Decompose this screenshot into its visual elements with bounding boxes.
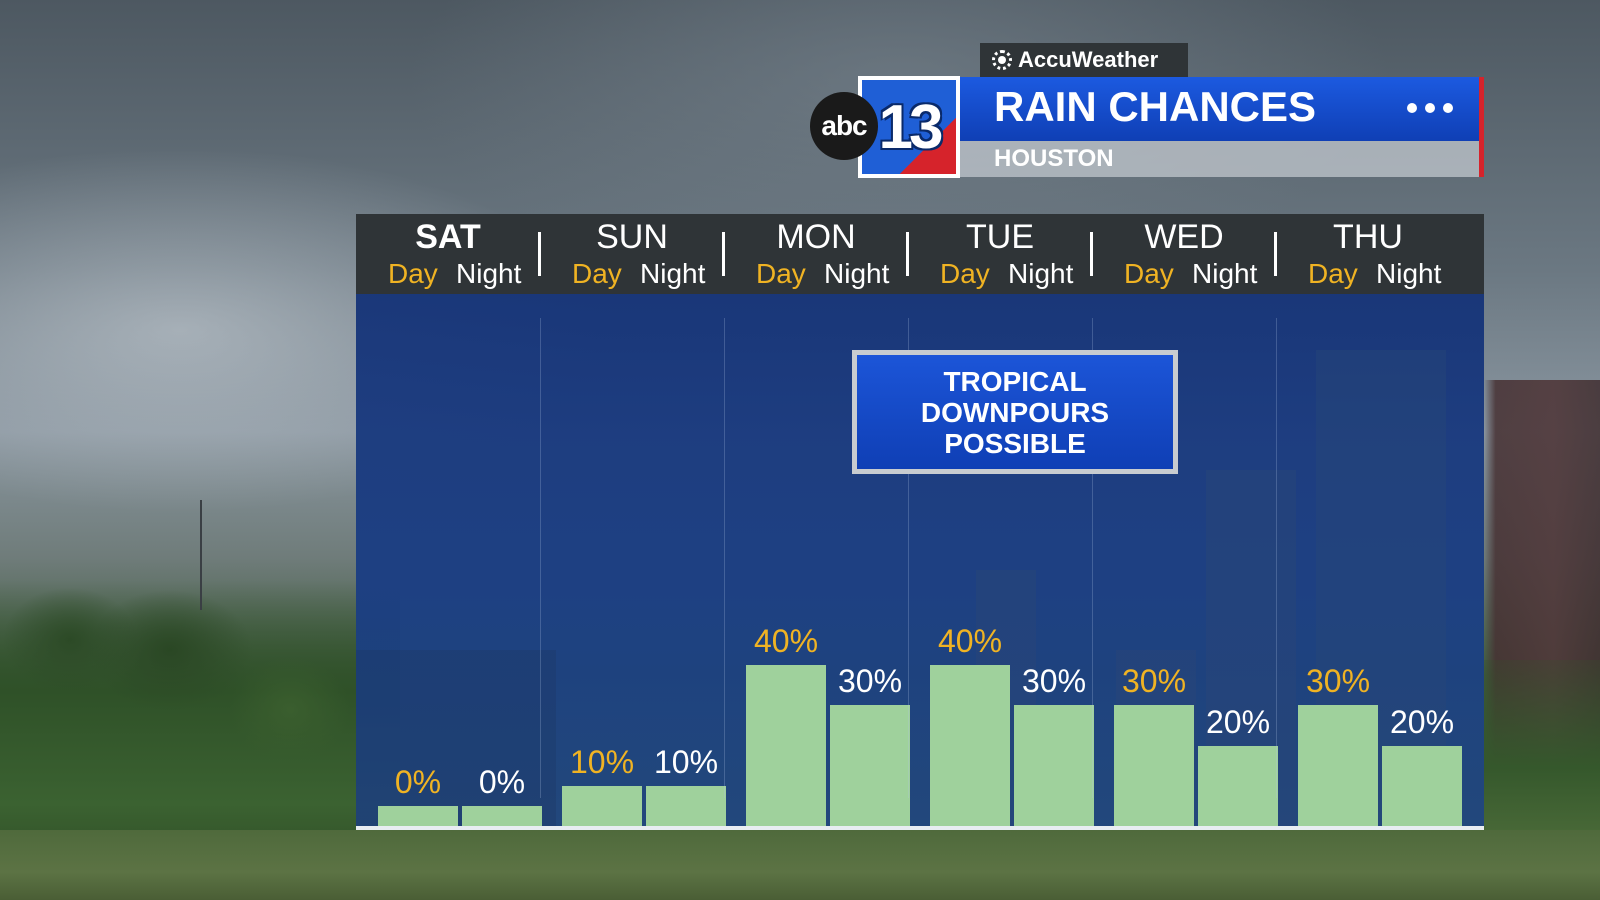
background-radio-tower <box>200 500 202 610</box>
period-label-night: Night <box>456 258 522 289</box>
abc-logo-circle: abc <box>810 92 878 160</box>
data-label-sun-day: 10% <box>569 743 635 780</box>
background-ground <box>0 830 1600 900</box>
day-name: SAT <box>415 218 481 256</box>
bar-sun-day <box>562 785 642 826</box>
period-label-day: Day <box>940 258 990 289</box>
grid-line <box>1092 318 1093 798</box>
bar-thu-night <box>1382 745 1462 826</box>
bar-tue-night <box>1014 705 1094 826</box>
period-label-day: Day <box>1124 258 1174 289</box>
data-label-tue-day: 40% <box>937 623 1003 660</box>
subtitle-bar: HOUSTON <box>960 141 1484 177</box>
bar-sun-night <box>646 785 726 826</box>
data-label-sat-night: 0% <box>478 764 526 800</box>
data-label-thu-night: 20% <box>1389 703 1455 740</box>
day-name: THU <box>1333 218 1403 256</box>
data-label-thu-day: 30% <box>1305 663 1371 700</box>
day-name: MON <box>776 218 856 256</box>
data-label-mon-night: 30% <box>837 663 903 700</box>
period-label-day: Day <box>756 258 806 289</box>
data-label-wed-night: 20% <box>1205 703 1271 740</box>
header-separator <box>906 232 909 276</box>
grid-line <box>540 318 541 798</box>
period-label-night: Night <box>1008 258 1074 289</box>
grid-line <box>908 318 909 798</box>
day-name: TUE <box>966 218 1034 256</box>
grid-line <box>724 318 725 798</box>
callout-box: TROPICAL DOWNPOURS POSSIBLE <box>857 355 1173 469</box>
skyline-building <box>356 650 556 830</box>
sun-icon <box>992 50 1012 70</box>
period-label-night: Night <box>1376 258 1442 289</box>
location-label: HOUSTON <box>994 145 1114 172</box>
day-column-sat: SAT Day Night <box>356 214 540 294</box>
data-label-wed-day: 30% <box>1121 663 1187 700</box>
header-separator <box>1274 232 1277 276</box>
chart-baseline <box>356 826 1484 830</box>
day-column-wed: WED Day Night <box>1092 214 1276 294</box>
page-title: RAIN CHANCES <box>994 83 1317 130</box>
tropical-downpours-callout: TROPICAL DOWNPOURS POSSIBLE <box>852 350 1178 474</box>
data-label-mon-day: 40% <box>753 623 819 660</box>
background-greenery <box>1484 660 1600 840</box>
bar-thu-day <box>1298 705 1378 826</box>
callout-line: TROPICAL <box>943 365 1087 397</box>
period-label-night: Night <box>640 258 706 289</box>
title-bar: RAIN CHANCES <box>960 77 1484 141</box>
data-label-tue-night: 30% <box>1021 663 1087 700</box>
day-column-sun: SUN Day Night <box>540 214 724 294</box>
data-label-sun-night: 10% <box>653 743 719 780</box>
data-label-sat-day: 0% <box>394 764 442 800</box>
bar-tue-day <box>930 665 1010 826</box>
day-name: SUN <box>596 218 668 256</box>
callout-line: POSSIBLE <box>944 427 1086 459</box>
bar-wed-day <box>1114 705 1194 826</box>
accuweather-brand-tab: AccuWeather <box>980 43 1188 77</box>
period-label-day: Day <box>572 258 622 289</box>
day-column-mon: MON Day Night <box>724 214 908 294</box>
day-column-tue: TUE Day Night <box>908 214 1092 294</box>
brand-label: AccuWeather <box>1018 47 1159 72</box>
logo-number: 13 <box>878 92 944 162</box>
header-separator <box>538 232 541 276</box>
bar-mon-night <box>830 705 910 826</box>
chart-header: SAT Day Night SUN Day Night MON Day Night TUE Day N… <box>356 214 1484 294</box>
day-column-thu: THU Day Night <box>1276 214 1460 294</box>
ellipsis-icon <box>1407 103 1453 113</box>
period-label-day: Day <box>1308 258 1358 289</box>
period-label-day: Day <box>388 258 438 289</box>
day-name: WED <box>1144 218 1224 256</box>
bar-sat-day <box>378 806 458 826</box>
header-separator <box>722 232 725 276</box>
bar-wed-night <box>1198 745 1278 826</box>
header-separator <box>1090 232 1093 276</box>
bar-sat-night <box>462 806 542 826</box>
grid-line <box>1276 318 1277 798</box>
bar-mon-day <box>746 665 826 826</box>
period-label-night: Night <box>1192 258 1258 289</box>
callout-line: DOWNPOURS <box>920 396 1110 428</box>
period-label-night: Night <box>824 258 890 289</box>
